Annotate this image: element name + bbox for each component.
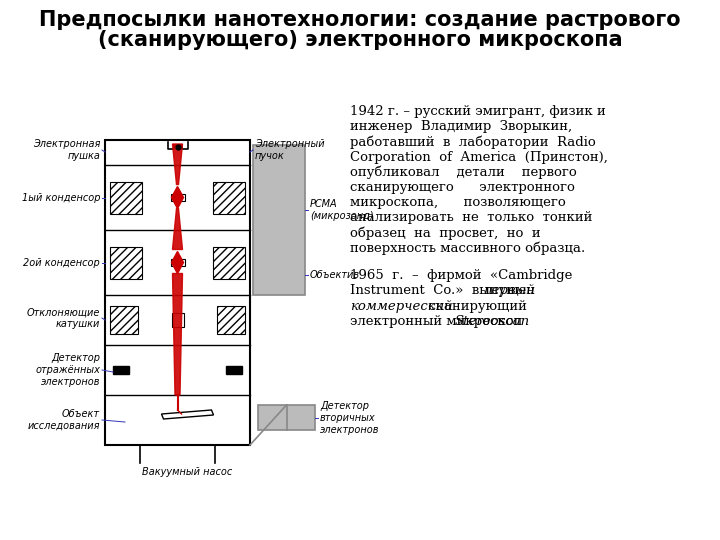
Bar [110, 306, 138, 334]
Text: (сканирующего) электронного микроскопа: (сканирующего) электронного микроскопа [98, 30, 622, 50]
Text: Вакуумный насос: Вакуумный насос [143, 467, 233, 477]
Text: Отклоняющие
катушки: Отклоняющие катушки [27, 307, 100, 329]
Text: сканирующий: сканирующий [407, 300, 527, 313]
Text: опубликовал    детали    первого: опубликовал детали первого [350, 166, 577, 179]
Text: Электронная
пушка: Электронная пушка [32, 139, 100, 161]
Text: Предпосылки нанотехнологии: создание растрового: Предпосылки нанотехнологии: создание рас… [39, 10, 681, 30]
Text: анализировать  не  только  тонкий: анализировать не только тонкий [350, 211, 593, 225]
Bar [105, 140, 250, 445]
Text: сканирующего      электронного: сканирующего электронного [350, 181, 575, 194]
Text: 1965  г.  –  фирмой  «Cambridge: 1965 г. – фирмой «Cambridge [350, 269, 572, 282]
Text: РСМА
(микрозонд): РСМА (микрозонд) [310, 199, 374, 221]
Text: Объектив: Объектив [310, 270, 360, 280]
Bar [110, 181, 142, 213]
Bar [171, 313, 184, 327]
Polygon shape [173, 273, 182, 395]
Bar [226, 366, 242, 374]
Text: инженер  Владимир  Зворыкин,: инженер Владимир Зворыкин, [350, 120, 572, 133]
Text: первый: первый [483, 285, 535, 298]
Bar [171, 259, 184, 266]
Text: Corporation  of  America  (Принстон),: Corporation of America (Принстон), [350, 151, 608, 164]
Text: Instrument  Co.»  выпущен: Instrument Co.» выпущен [350, 285, 544, 298]
Text: образец  на  просвет,  но  и: образец на просвет, но и [350, 227, 541, 240]
Text: Объект
исследования: Объект исследования [27, 409, 100, 431]
Polygon shape [173, 208, 182, 249]
Text: коммерческий: коммерческий [350, 300, 453, 313]
Text: работавший  в  лаборатории  Radio: работавший в лаборатории Radio [350, 136, 595, 149]
Text: электронный микроскоп: электронный микроскоп [350, 315, 526, 328]
Text: 1942 г. – русский эмигрант, физик и: 1942 г. – русский эмигрант, физик и [350, 105, 606, 118]
Polygon shape [173, 144, 182, 185]
Bar [171, 194, 184, 201]
Bar [213, 246, 245, 279]
Bar [258, 405, 315, 430]
Bar [217, 306, 245, 334]
Text: Детектор
отражённых
электронов: Детектор отражённых электронов [35, 353, 100, 387]
Bar [253, 145, 305, 295]
Bar [113, 366, 129, 374]
Text: микроскопа,      позволяющего: микроскопа, позволяющего [350, 196, 566, 209]
Text: 1ый конденсор: 1ый конденсор [22, 193, 100, 203]
Polygon shape [171, 186, 184, 208]
Text: Электронный
пучок: Электронный пучок [255, 139, 325, 161]
Text: Детектор
вторичных
электронов: Детектор вторичных электронов [320, 401, 379, 435]
Bar [110, 246, 142, 279]
Text: 2ой конденсор: 2ой конденсор [23, 258, 100, 268]
Text: поверхность массивного образца.: поверхность массивного образца. [350, 242, 585, 255]
Polygon shape [171, 252, 184, 273]
Polygon shape [161, 410, 214, 419]
Text: Stereoscan: Stereoscan [454, 315, 530, 328]
Bar [213, 181, 245, 213]
